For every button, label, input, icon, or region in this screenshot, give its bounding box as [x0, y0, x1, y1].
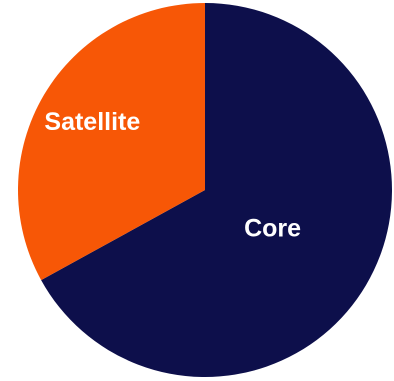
pie-slices: [17, 3, 392, 377]
pie-slice-core: [41, 3, 392, 377]
pie-label-core: Core: [244, 215, 301, 243]
pie-slice-satellite: [17, 3, 206, 281]
pie-label-satellite: Satellite: [44, 108, 140, 136]
pie-labels: Core Satellite: [44, 108, 301, 243]
